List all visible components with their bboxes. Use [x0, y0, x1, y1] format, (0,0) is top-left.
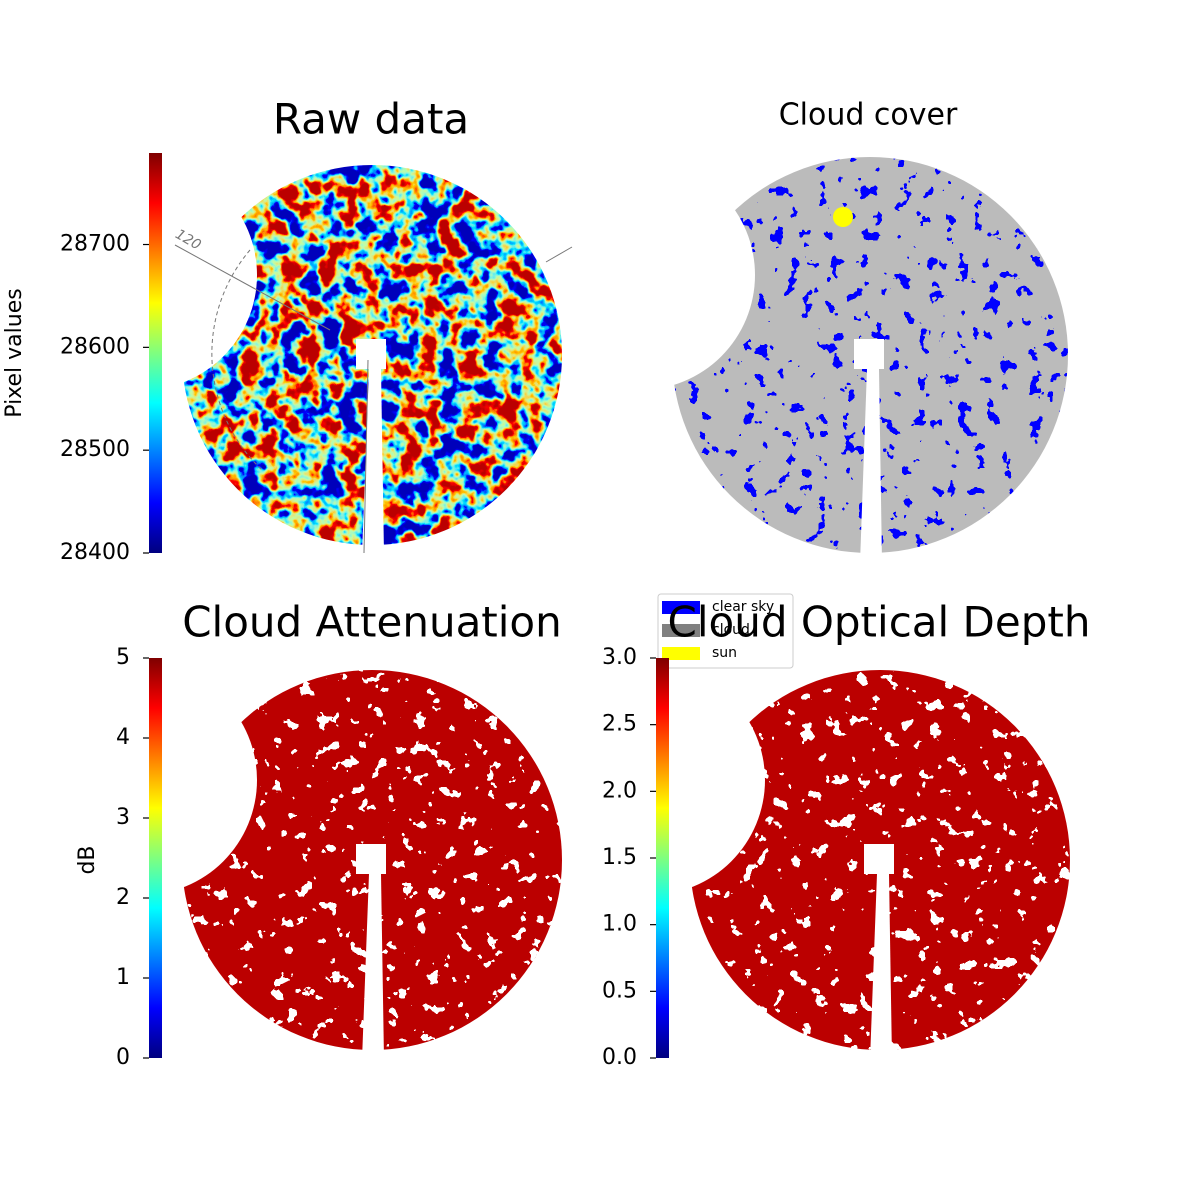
panel-title: Cloud Attenuation	[182, 598, 562, 647]
sky-image	[690, 670, 1070, 1050]
colorbar-tick-label: 28400	[60, 540, 130, 565]
legend-swatch	[662, 601, 700, 614]
panel-title: Cloud Optical Depth	[668, 598, 1091, 647]
colorbar-tick-label: 3	[116, 805, 130, 830]
grid-ray	[174, 244, 331, 331]
colorbar-tick-label: 28500	[60, 437, 130, 462]
colorbar	[149, 153, 162, 553]
legend-swatch	[662, 624, 700, 637]
colorbar	[656, 658, 669, 1058]
sun-marker	[833, 207, 853, 227]
sky-image	[182, 165, 562, 545]
legend-swatch	[662, 647, 700, 660]
legend-label: clear sky	[712, 599, 774, 615]
colorbar-tick-label: 1	[116, 965, 130, 990]
grid-circle	[211, 249, 263, 471]
legend-label: cloud	[712, 622, 750, 638]
legend-label: sun	[712, 645, 737, 661]
colorbar-tick-label: 28700	[60, 232, 130, 257]
colorbar-tick-label: 2	[116, 885, 130, 910]
sky-image	[672, 157, 1068, 553]
colorbar-tick-label: 0.0	[602, 1045, 637, 1070]
colorbar-tick-label: 1.5	[602, 845, 637, 870]
colorbar-tick-label: 5	[116, 645, 130, 670]
colorbar-tick-label: 0.5	[602, 978, 637, 1003]
colorbar-tick-label: 1.0	[602, 912, 637, 937]
panel-title: Cloud cover	[779, 98, 958, 133]
colorbar-tick-label: 28600	[60, 334, 130, 359]
colorbar-tick-label: 0	[116, 1045, 130, 1070]
colorbar-tick-label: 3.0	[602, 645, 637, 670]
sky-image	[182, 670, 562, 1050]
colorbar-label: dB	[75, 845, 100, 874]
colorbar-label: Pixel values	[2, 288, 27, 417]
panel-title: Raw data	[273, 95, 469, 144]
legend: clear sky cloud sun	[657, 593, 794, 669]
grid-ray	[363, 359, 369, 554]
sky-pixels	[672, 157, 1068, 553]
sky-pixels	[182, 670, 562, 1050]
sky-pixels	[182, 165, 562, 545]
colorbar-tick-label: 2.0	[602, 778, 637, 803]
colorbar	[149, 658, 162, 1058]
grid-ray	[545, 246, 573, 263]
colorbar-tick-label: 4	[116, 725, 130, 750]
sky-pixels	[690, 670, 1070, 1050]
colorbar-tick-label: 2.5	[602, 712, 637, 737]
